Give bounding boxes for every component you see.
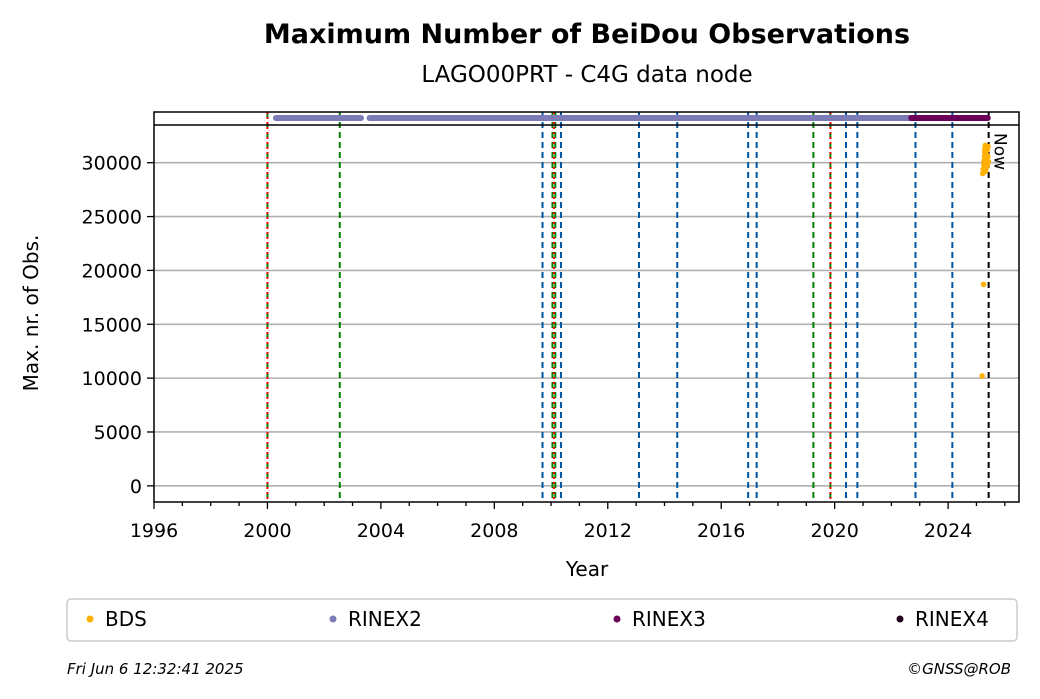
point-bds-18 <box>985 153 991 160</box>
legend-marker-rinex4 <box>896 615 904 623</box>
legend-marker-bds <box>86 615 94 623</box>
y-axis: 0 5000 10000 15000 20000 25000 30000 <box>82 153 154 498</box>
footer-timestamp: Fri Jun 6 12:32:41 2025 <box>67 660 244 678</box>
legend-marker-rinex2 <box>329 615 337 623</box>
x-tick-label-2024: 2024 <box>924 520 972 542</box>
y-tick-label-30000: 30000 <box>82 153 142 175</box>
legend-box <box>66 598 1018 642</box>
point-bds-0 <box>980 281 987 288</box>
event-lines: Now <box>266 112 1010 502</box>
y-tick-label-5000: 5000 <box>94 422 142 444</box>
legend-label-rinex3: RINEX3 <box>632 607 706 631</box>
point-bds-19 <box>985 143 991 150</box>
x-tick-label-2012: 2012 <box>584 520 632 542</box>
x-axis-label: Year <box>565 557 609 581</box>
x-tick-label-2004: 2004 <box>357 520 405 542</box>
grid <box>154 161 1019 487</box>
legend-label-rinex4: RINEX4 <box>915 607 989 631</box>
x-tick-label-2008: 2008 <box>470 520 518 542</box>
now-label: Now <box>990 133 1010 170</box>
y-tick-label-10000: 10000 <box>82 368 142 390</box>
y-tick-label-25000: 25000 <box>82 207 142 229</box>
plot-border <box>153 111 1020 503</box>
chart-subtitle: LAGO00PRT - C4G data node <box>421 62 752 88</box>
x-axis: 1996 2000 2004 2008 2012 2016 2020 2024 <box>130 502 1006 542</box>
data-points <box>979 142 992 379</box>
chart-title: Maximum Number of BeiDou Observations <box>264 19 910 50</box>
point-bds-10 <box>982 168 989 175</box>
legend-label-bds: BDS <box>105 607 147 631</box>
x-tick-label-1996: 1996 <box>130 520 178 542</box>
plot-frame <box>153 111 1020 503</box>
x-tick-label-2016: 2016 <box>697 520 745 542</box>
y-tick-label-0: 0 <box>130 476 142 498</box>
point-bds-1 <box>979 373 985 379</box>
y-tick-label-15000: 15000 <box>82 314 142 336</box>
y-tick-label-20000: 20000 <box>82 260 142 282</box>
point-bds-20 <box>985 158 992 165</box>
legend: BDS RINEX2 RINEX3 RINEX4 <box>66 598 1018 642</box>
x-tick-label-2000: 2000 <box>243 520 291 542</box>
legend-label-rinex2: RINEX2 <box>348 607 422 631</box>
x-tick-label-2020: 2020 <box>810 520 858 542</box>
footer-copyright: ©GNSS@ROB <box>907 660 1011 678</box>
legend-marker-rinex3 <box>613 615 621 623</box>
y-axis-label: Max. nr. of Obs. <box>19 235 43 392</box>
